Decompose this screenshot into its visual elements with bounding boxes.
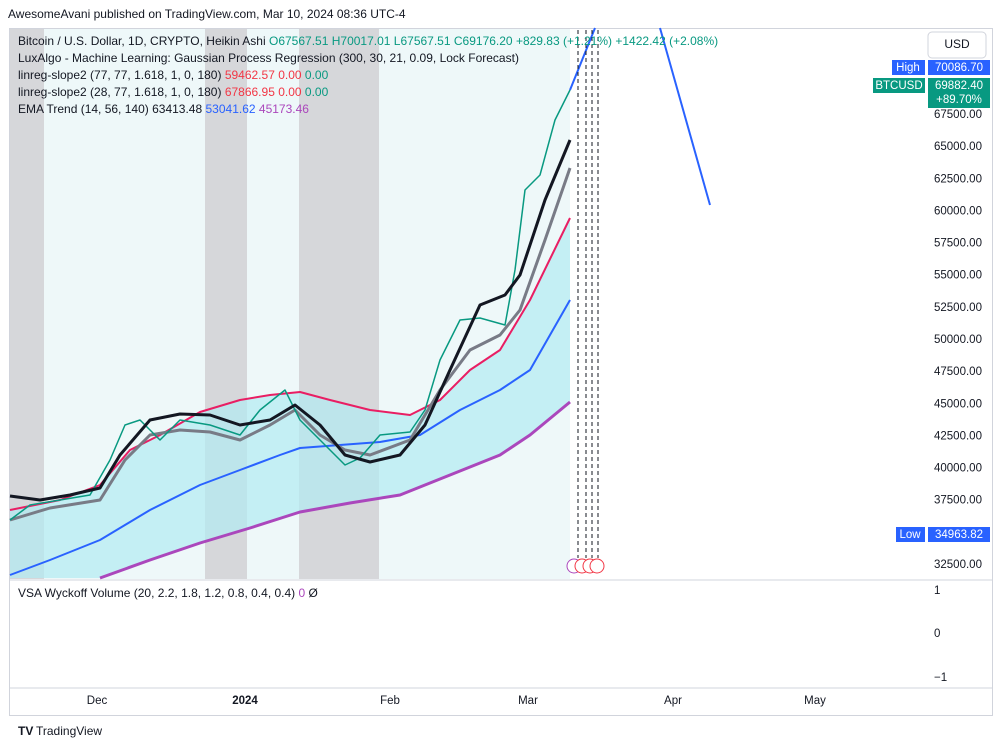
chart-frame — [9, 28, 993, 716]
volume-axis-label: 1 — [934, 585, 940, 597]
blue-ema — [9, 299, 571, 576]
symbol: BTCUSD — [875, 80, 922, 92]
legend-line: LuxAlgo - Machine Learning: Gaussian Pro… — [18, 51, 519, 65]
black-line — [9, 139, 572, 502]
event-lines — [577, 30, 599, 558]
cloud — [10, 218, 570, 578]
volume-label: VSA Wyckoff Volume (20, 2.2, 1.8, 1.2, 0… — [18, 586, 318, 600]
low-badge — [928, 527, 990, 542]
legend-line: EMA Trend (14, 56, 140) 63413.48 53041.6… — [18, 102, 309, 116]
time-tick-label: 2024 — [232, 695, 258, 707]
high-badge — [892, 60, 925, 75]
symbol-badge — [873, 78, 925, 93]
high-label: High — [896, 62, 920, 74]
brand: TradingView — [36, 724, 102, 738]
high-badge — [928, 60, 990, 75]
price — [9, 89, 571, 521]
low-badge — [896, 527, 925, 542]
price-tick-label: 60000.00 — [934, 205, 982, 217]
price-tick-label: 32500.00 — [934, 559, 982, 571]
legend-line: linreg-slope2 (28, 77, 1.618, 1, 0, 180)… — [18, 85, 329, 99]
price-tick-label: 47500.00 — [934, 366, 982, 378]
time-tick-label: May — [804, 695, 826, 707]
price-tick-label: 40000.00 — [934, 463, 982, 475]
time-tick-label: Mar — [518, 695, 538, 707]
time-tick-label: Dec — [87, 695, 108, 707]
currency[interactable]: USD — [944, 37, 970, 51]
price-tick-label: 57500.00 — [934, 238, 982, 250]
price: 69882.40 — [935, 80, 983, 92]
volume-axis-label: 0 — [934, 628, 940, 640]
price-tick-label: 67500.00 — [934, 109, 982, 121]
price-tick-label: 50000.00 — [934, 334, 982, 346]
legend-line: linreg-slope2 (77, 77, 1.618, 1, 0, 180)… — [18, 68, 329, 82]
change: +89.70% — [936, 94, 982, 106]
gray-line — [9, 167, 572, 522]
legend-line: Bitcoin / U.S. Dollar, 1D, CRYPTO, Heiki… — [18, 34, 718, 48]
logo: TV — [18, 724, 33, 738]
price-tick-label: 37500.00 — [934, 495, 982, 507]
low-label: Low — [899, 529, 921, 541]
event-flags — [566, 558, 605, 574]
price-tick-label: 62500.00 — [934, 173, 982, 185]
low-value: 34963.82 — [935, 529, 983, 541]
high-value: 70086.70 — [935, 62, 983, 74]
price-tick-label: 55000.00 — [934, 270, 982, 282]
forecast — [659, 27, 711, 206]
price-tick-label: 45000.00 — [934, 398, 982, 410]
time-axis: Dec 2024 Feb Mar Apr May — [87, 695, 826, 707]
volume-axis-label: −1 — [934, 672, 947, 684]
forecast — [569, 27, 596, 91]
price-axis: 67500.00 65000.00 62500.00 60000.00 57500.00… — [934, 109, 982, 571]
price-badge — [928, 78, 990, 108]
price-tick-label: 65000.00 — [934, 141, 982, 153]
red-ema — [9, 217, 571, 511]
price-tick-label: 42500.00 — [934, 430, 982, 442]
time-tick-label: Apr — [664, 695, 682, 707]
price-tick-label: 52500.00 — [934, 302, 982, 314]
publisher: AwesomeAvani published on TradingView.co… — [8, 7, 406, 21]
time-tick-label: Feb — [380, 695, 400, 707]
currency-button[interactable] — [927, 31, 987, 59]
purple-ema — [99, 400, 571, 580]
